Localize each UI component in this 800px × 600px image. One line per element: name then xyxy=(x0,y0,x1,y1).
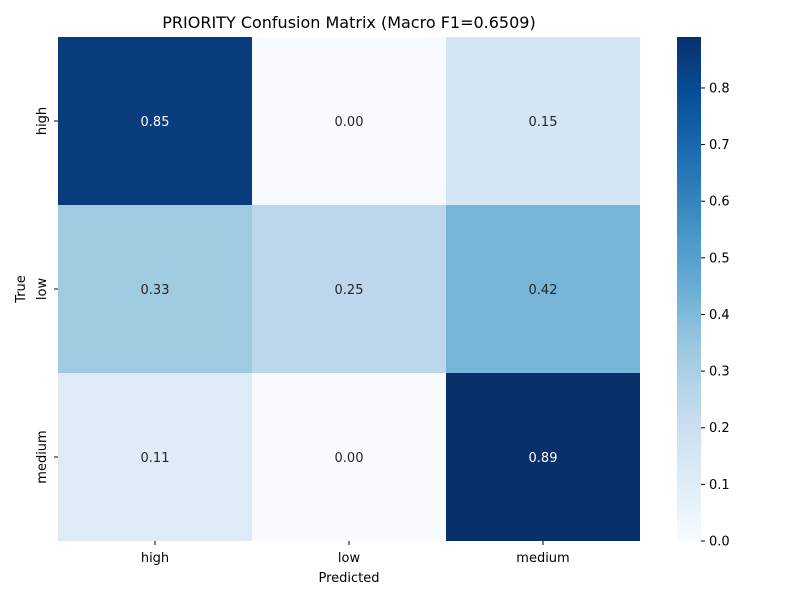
x-axis: high low medium xyxy=(141,541,570,566)
colorbar xyxy=(677,37,701,541)
colorbar-tick-label: 0.5 xyxy=(709,251,730,266)
colorbar-tick-label: 0.2 xyxy=(709,421,730,436)
heatmap-cells xyxy=(58,37,640,541)
colorbar-tick-label: 0.4 xyxy=(709,308,730,323)
heatmap-cell xyxy=(252,373,446,541)
colorbar-tick-label: 0.6 xyxy=(709,195,730,210)
colorbar-ticks: 0.0 0.1 0.2 0.3 0.4 0.5 0.6 0.7 0.8 xyxy=(701,81,730,550)
cell-value-label: 0.11 xyxy=(141,451,170,466)
cell-value-label: 0.89 xyxy=(529,451,558,466)
cell-value-label: 0.25 xyxy=(335,283,364,298)
x-tick-label: medium xyxy=(516,551,569,566)
chart-title: PRIORITY Confusion Matrix (Macro F1=0.65… xyxy=(162,13,535,32)
y-axis-label: True xyxy=(14,275,29,304)
cell-value-label: 0.00 xyxy=(335,451,364,466)
heatmap-cell xyxy=(446,37,640,205)
colorbar-tick-label: 0.1 xyxy=(709,478,730,493)
heatmap-cell xyxy=(58,373,252,541)
cell-value-label: 0.00 xyxy=(335,115,364,130)
cell-value-label: 0.15 xyxy=(529,115,558,130)
heatmap-cell xyxy=(252,205,446,373)
colorbar-tick-label: 0.0 xyxy=(709,535,730,550)
heatmap-cell xyxy=(446,205,640,373)
x-tick-label: low xyxy=(338,551,361,566)
heatmap-cell xyxy=(58,205,252,373)
colorbar-tick-label: 0.7 xyxy=(709,138,730,153)
x-axis-label: Predicted xyxy=(318,571,379,586)
x-tick-label: high xyxy=(141,551,169,566)
colorbar-tick-label: 0.8 xyxy=(709,81,730,96)
y-axis: high low medium xyxy=(35,107,58,484)
y-tick-label: high xyxy=(35,107,50,135)
y-tick-label: medium xyxy=(35,430,50,483)
cell-value-label: 0.85 xyxy=(141,115,170,130)
cell-value-label: 0.33 xyxy=(141,283,170,298)
heatmap-cell xyxy=(446,373,640,541)
heatmap-cell xyxy=(252,37,446,205)
heatmap-cell xyxy=(58,37,252,205)
y-tick-label: low xyxy=(35,278,50,301)
colorbar-tick-label: 0.3 xyxy=(709,365,730,380)
heatmap-cell-labels: 0.85 0.00 0.15 0.33 0.25 0.42 0.11 0.00 0.89 xyxy=(141,115,558,466)
cell-value-label: 0.42 xyxy=(529,283,558,298)
